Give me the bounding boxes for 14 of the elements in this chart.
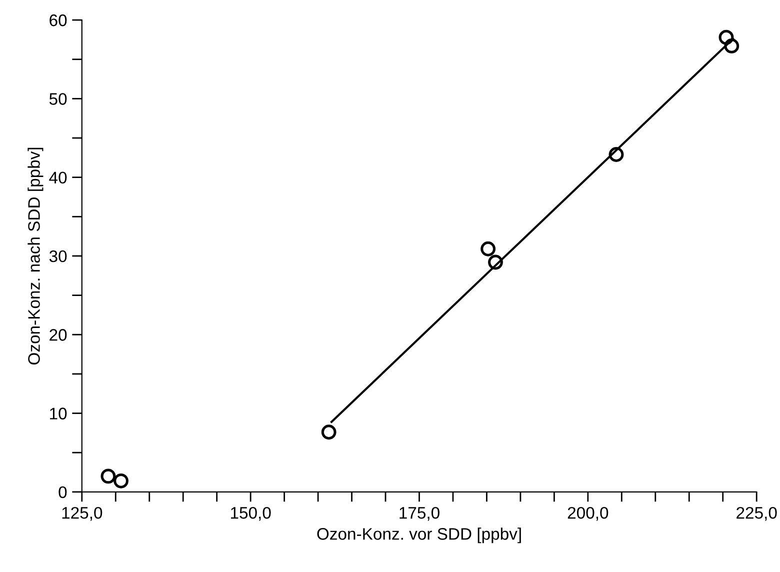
y-tick-label: 30 xyxy=(49,250,67,262)
x-tick-label: 225,0 xyxy=(736,506,777,521)
x-tick-label: 175,0 xyxy=(400,506,440,521)
x-tick-label: 125,0 xyxy=(62,506,102,521)
y-tick-label: 20 xyxy=(50,329,67,341)
y-tick-label: 0 xyxy=(58,486,67,498)
x-axis-title: Ozon-Konz. vor SDD [ppbv] xyxy=(317,528,521,544)
y-tick-label: 50 xyxy=(49,93,67,105)
y-tick-label: 10 xyxy=(50,408,67,420)
x-tick-label: 200,0 xyxy=(568,506,608,521)
y-tick-label: 40 xyxy=(49,172,67,184)
y-tick-label: 60 xyxy=(50,14,67,26)
x-tick-label: 150,0 xyxy=(230,506,271,521)
y-axis-title: Ozon-Konz. nach SDD [ppbv] xyxy=(28,148,44,364)
